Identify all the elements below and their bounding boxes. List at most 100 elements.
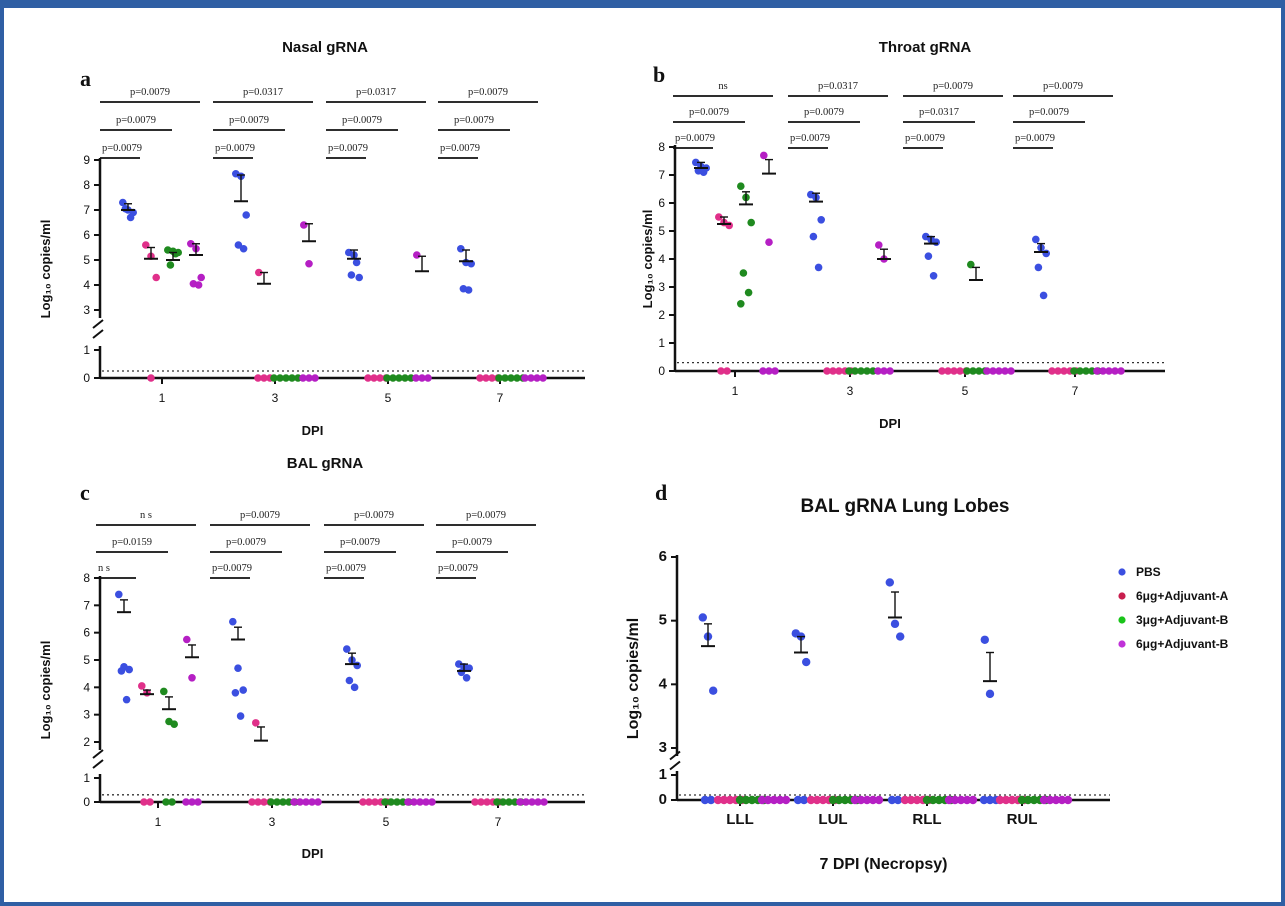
data-point [359, 798, 367, 806]
data-point [267, 798, 275, 806]
data-point [887, 795, 897, 805]
data-point [197, 273, 205, 282]
data-point [1054, 367, 1062, 375]
data-point [928, 795, 938, 805]
p-value-label: p=0.0079 [342, 115, 382, 126]
x-tick-label: 1 [159, 391, 166, 405]
data-point [802, 657, 811, 667]
p-value-label: p=0.0079 [440, 143, 480, 154]
data-point [765, 367, 773, 375]
y-tick-label: 5 [83, 253, 90, 267]
data-point [401, 374, 409, 382]
data-point [995, 795, 1005, 805]
p-value-label: p=0.0079 [468, 87, 508, 98]
x-axis-label: 7 DPI (Necropsy) [819, 856, 947, 873]
chart-title: BAL gRNA Lung Lobes [801, 496, 1010, 517]
y-tick-label: 4 [83, 680, 90, 694]
data-point [1105, 367, 1113, 375]
data-point [856, 795, 866, 805]
y-tick-label: 4 [658, 252, 665, 266]
data-point [248, 798, 256, 806]
data-point [737, 182, 745, 190]
data-point [1032, 235, 1040, 244]
panel-d: BAL gRNA Lung Lobes d 3 4 5 6 0 1 LLL LUL RLL RUL 7 … [625, 480, 1110, 873]
data-point [499, 798, 507, 806]
p-value-label: ns [718, 81, 727, 92]
data-point [885, 578, 894, 587]
data-point [775, 795, 785, 805]
axis-break-mark [92, 329, 104, 339]
axis-break-mark [669, 760, 681, 771]
p-value-label: p=0.0079 [326, 563, 366, 574]
data-point [188, 798, 196, 806]
data-point [311, 374, 319, 382]
data-point [1048, 367, 1056, 375]
data-point [416, 798, 424, 806]
data-point [495, 374, 503, 382]
y-tick-label: 3 [83, 303, 90, 317]
legend-label: 6μg+Adjuvant-B [1136, 637, 1229, 651]
data-point [521, 374, 529, 382]
axis-break-mark [92, 749, 104, 759]
p-value-label: p=0.0079 [116, 115, 156, 126]
data-point [308, 798, 316, 806]
panel-letter: b [653, 62, 665, 87]
y-tick-label: 0 [659, 791, 667, 808]
data-point [279, 798, 287, 806]
p-value-label: p=0.0079 [438, 563, 478, 574]
data-point [352, 258, 361, 267]
data-point [763, 795, 773, 805]
x-tick-label: 5 [383, 815, 390, 829]
data-point [404, 798, 412, 806]
data-point [234, 664, 242, 672]
data-point [1034, 263, 1043, 272]
p-value-label: p=0.0079 [212, 563, 252, 574]
data-point [370, 374, 378, 382]
data-point [239, 244, 248, 253]
data-point [418, 374, 426, 382]
y-axis-label: Log₁₀ copies/ml [640, 210, 655, 309]
data-point [160, 687, 168, 696]
y-tick-label: 8 [83, 571, 90, 585]
data-point [1099, 367, 1107, 375]
y-tick-label: 2 [83, 735, 90, 749]
data-point [182, 798, 190, 806]
data-point [540, 798, 548, 806]
data-point [706, 795, 716, 805]
data-point [699, 168, 708, 176]
data-point [874, 795, 884, 805]
y-tick-label: 3 [83, 708, 90, 722]
axis-break-mark [92, 319, 104, 329]
data-point [985, 795, 995, 805]
data-point [1042, 249, 1050, 258]
x-tick-label: 3 [269, 815, 276, 829]
data-point [231, 689, 240, 697]
y-tick-label: 8 [658, 140, 665, 154]
x-tick-label: 7 [495, 815, 502, 829]
data-point [851, 367, 859, 375]
data-point [896, 632, 905, 641]
p-value-label: p=0.0079 [454, 115, 494, 126]
data-point [979, 795, 989, 805]
y-tick-label: 6 [659, 548, 667, 565]
data-point [1060, 367, 1068, 375]
data-point [1017, 795, 1027, 805]
data-point [483, 798, 491, 806]
data-point [288, 374, 296, 382]
y-tick-label: 7 [83, 598, 90, 612]
p-value-label: p=0.0317 [818, 81, 858, 92]
data-point [739, 269, 748, 277]
data-point [950, 795, 960, 805]
data-point [900, 795, 910, 805]
data-point [534, 798, 542, 806]
p-value-label: p=0.0079 [102, 143, 142, 154]
legend-label: PBS [1136, 565, 1161, 579]
data-point [962, 795, 972, 805]
panel-letter: d [655, 480, 667, 505]
data-point [995, 367, 1003, 375]
data-point [799, 795, 809, 805]
data-point [424, 374, 432, 382]
data-point [845, 367, 853, 375]
data-point [412, 374, 420, 382]
